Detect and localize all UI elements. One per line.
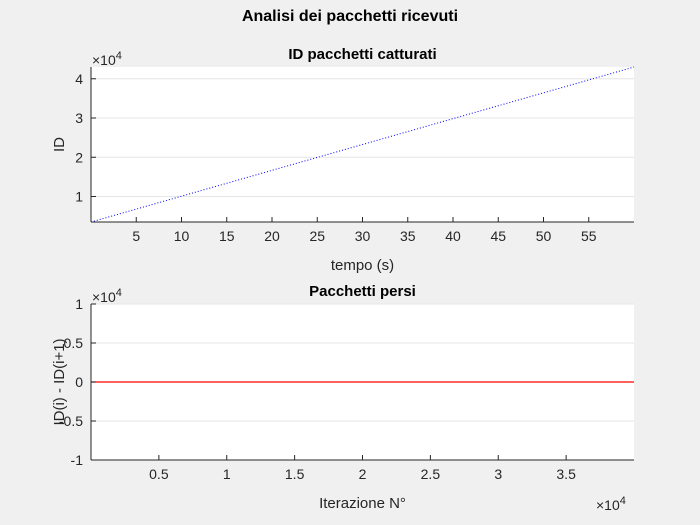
y-exponent-base: ×10 <box>92 52 116 68</box>
y-tick-label: 2 <box>75 149 83 165</box>
y-tick-label: -1 <box>71 452 84 468</box>
x-tick-label: 40 <box>445 228 461 244</box>
chart-title: Pacchetti persi <box>309 283 416 300</box>
x-tick-label: 20 <box>264 228 280 244</box>
y-tick-label: 1 <box>75 188 83 204</box>
x-tick-label: 2 <box>359 466 367 482</box>
y-exponent-label: ×104 <box>92 50 122 68</box>
x-tick-label: 1 <box>223 466 231 482</box>
y-exponent-power: 4 <box>116 287 122 299</box>
y-tick-label: 0 <box>75 374 83 390</box>
x-tick-label: 50 <box>536 228 552 244</box>
x-tick-label: 1.5 <box>285 466 305 482</box>
x-tick-label: 3 <box>494 466 502 482</box>
x-tick-label: 30 <box>355 228 371 244</box>
chart-2: 0.5 1 1.5 2 2.5 3 3.5 -1 -0.5 0 0.5 1 Pacchetti pers… <box>51 283 634 513</box>
figure-title: Analisi dei pacchetti ricevuti <box>242 8 458 25</box>
x-tick-label: 55 <box>581 228 597 244</box>
chart-1: 5 10 15 20 25 30 35 40 45 50 55 1 2 3 4 ID pacchetti ca… <box>51 46 635 274</box>
x-tick-label: 2.5 <box>421 466 441 482</box>
x-exponent-label: ×104 <box>596 495 626 513</box>
x-tick-label: 15 <box>219 228 235 244</box>
y-tick-label: 1 <box>75 296 83 312</box>
x-axis-label: Iterazione N° <box>319 495 406 512</box>
x-exponent-base: ×10 <box>596 497 620 513</box>
x-tick-label: 10 <box>174 228 190 244</box>
y-tick-label: 0.5 <box>64 335 84 351</box>
x-tick-label: 25 <box>309 228 325 244</box>
y-tick-label: 4 <box>75 71 83 87</box>
series-line-1 <box>90 66 635 223</box>
y-tick-label: 3 <box>75 110 83 126</box>
x-tick-label: 5 <box>132 228 140 244</box>
x-tick-label: 0.5 <box>149 466 169 482</box>
y-exponent-base: ×10 <box>92 289 116 305</box>
chart-title: ID pacchetti catturati <box>288 46 436 63</box>
y-exponent-label: ×104 <box>92 287 122 305</box>
x-axis-label: tempo (s) <box>331 257 394 274</box>
y-exponent-power: 4 <box>116 50 122 62</box>
y-axis-label: ID(i) - ID(i+1) <box>51 338 68 425</box>
y-tick-label: -0.5 <box>59 413 83 429</box>
y-axis-label: ID <box>51 137 68 152</box>
x-tick-label: 3.5 <box>556 466 576 482</box>
x-exponent-power: 4 <box>620 495 626 507</box>
x-tick-label: 45 <box>490 228 506 244</box>
x-tick-label: 35 <box>400 228 416 244</box>
